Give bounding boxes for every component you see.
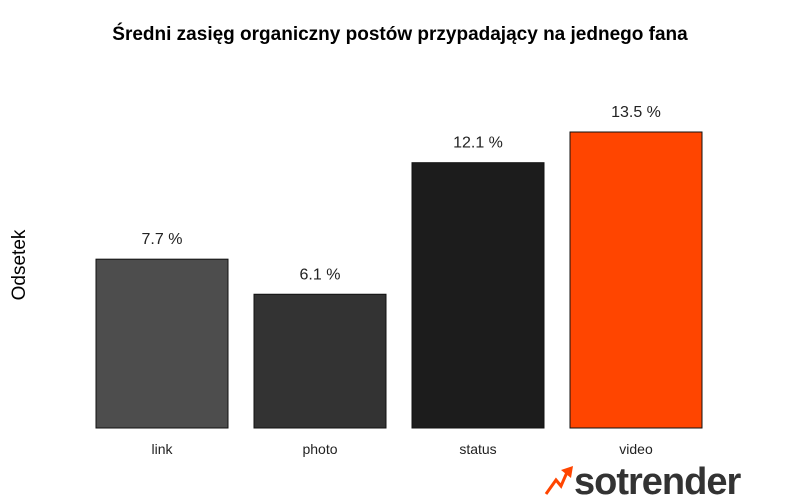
bar-video [569, 131, 703, 429]
bar-link [95, 258, 229, 429]
logo-text: sotrender [574, 461, 741, 500]
x-tick-label-photo: photo [302, 441, 337, 457]
data-label-photo: 6.1 % [300, 266, 341, 283]
bar-status [411, 162, 545, 429]
x-tick-label-video: video [619, 441, 653, 457]
data-label-status: 12.1 % [453, 135, 503, 152]
bar-photo [253, 293, 387, 429]
rising-arrow-icon [544, 466, 573, 495]
data-labels: 7.7 % 6.1 % 12.1 % 13.5 % [142, 104, 661, 283]
bars-group [95, 131, 703, 429]
sotrender-logo: sotrender [544, 461, 742, 500]
x-tick-label-link: link [151, 441, 173, 457]
chart-title: Średni zasięg organiczny postów przypada… [112, 23, 688, 45]
x-tick-label-status: status [459, 441, 496, 457]
data-label-video: 13.5 % [611, 104, 661, 121]
x-tick-labels: link photo status video [151, 441, 652, 457]
data-label-link: 7.7 % [142, 231, 183, 248]
y-axis-label: Odsetek [9, 229, 30, 300]
